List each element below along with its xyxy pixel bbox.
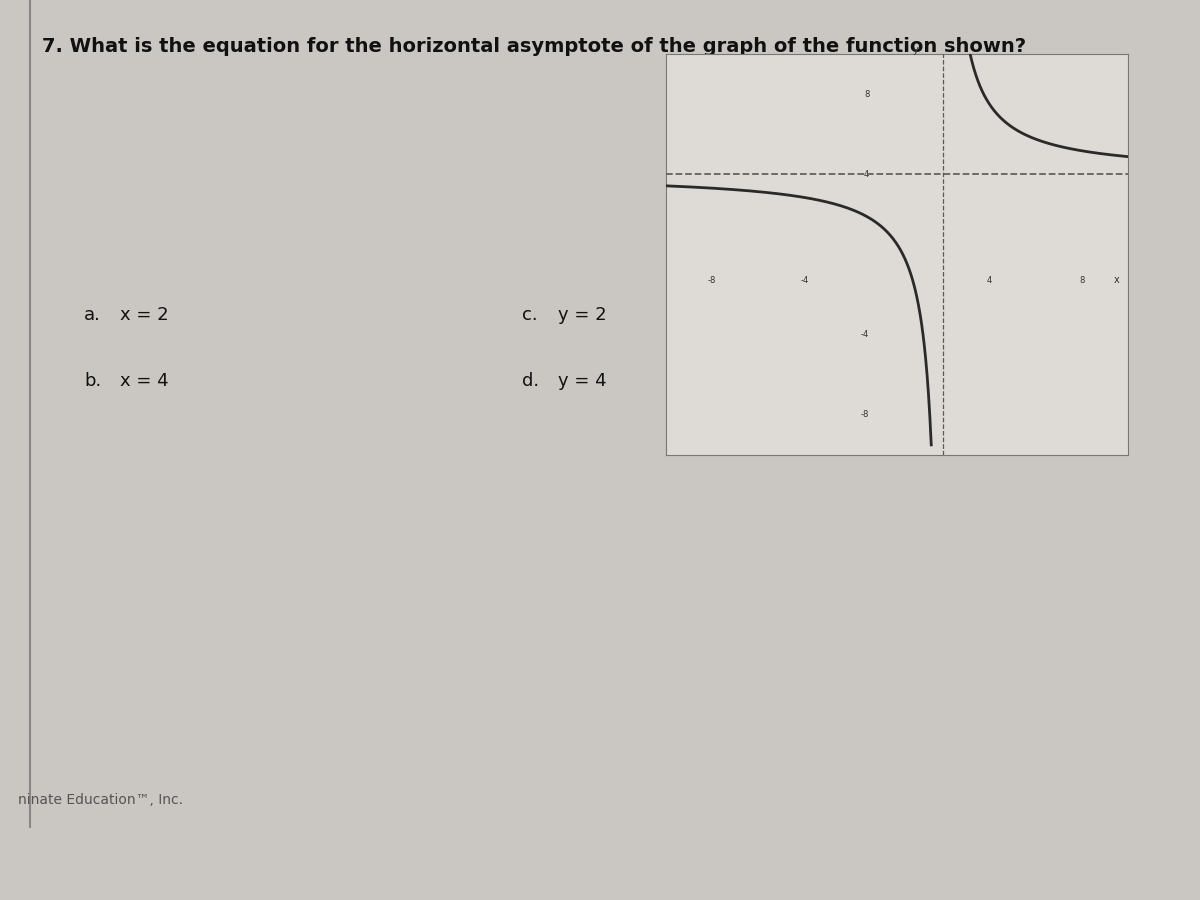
Text: 7. What is the equation for the horizontal asymptote of the graph of the functio: 7. What is the equation for the horizont…: [42, 37, 1026, 57]
Text: b.: b.: [84, 372, 101, 390]
Text: x = 4: x = 4: [120, 372, 169, 390]
Text: 4: 4: [986, 275, 992, 284]
Text: y = 4: y = 4: [558, 372, 607, 390]
Text: d.: d.: [522, 372, 539, 390]
Text: c.: c.: [522, 306, 538, 324]
Text: x = 2: x = 2: [120, 306, 169, 324]
Text: 8: 8: [1079, 275, 1085, 284]
Text: 4: 4: [864, 169, 869, 178]
Text: -8: -8: [708, 275, 716, 284]
Text: -8: -8: [860, 410, 869, 419]
Text: y = 2: y = 2: [558, 306, 607, 324]
Text: 8: 8: [864, 89, 869, 98]
Text: ninate Education™, Inc.: ninate Education™, Inc.: [18, 793, 182, 807]
Text: -4: -4: [862, 330, 869, 339]
Text: x: x: [1114, 275, 1120, 285]
Text: y: y: [913, 45, 919, 55]
Text: a.: a.: [84, 306, 101, 324]
Text: -4: -4: [800, 275, 809, 284]
